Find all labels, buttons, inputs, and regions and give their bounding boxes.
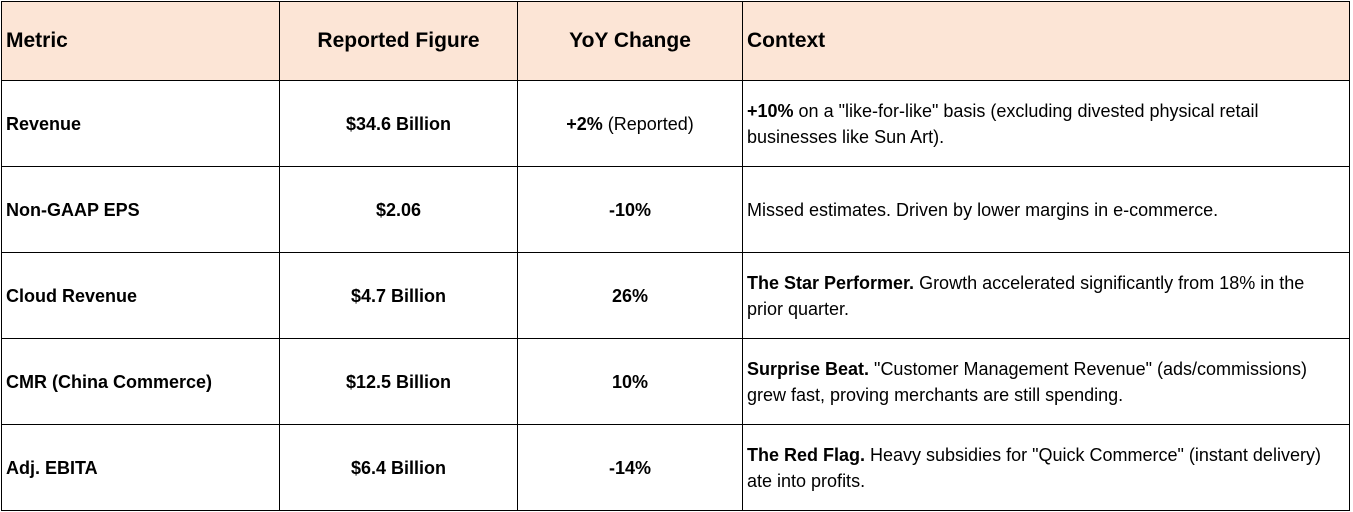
context-cell: Missed estimates. Driven by lower margin… — [742, 166, 1350, 253]
yoy-change-cell: +2% (Reported) — [517, 80, 743, 167]
yoy-change-cell: -14% — [517, 424, 743, 511]
context-highlight: +10% — [747, 100, 794, 121]
table-row: Adj. EBITA $6.4 Billion -14% The Red Fla… — [1, 424, 1350, 511]
metric-cell: CMR (China Commerce) — [1, 338, 280, 425]
table-row: Non-GAAP EPS $2.06 -10% Missed estimates… — [1, 166, 1350, 253]
context-text: on a "like-for-like" basis (excluding di… — [747, 100, 1259, 147]
header-metric: Metric — [1, 1, 280, 81]
context-highlight: Surprise Beat. — [747, 358, 870, 379]
yoy-change-cell: -10% — [517, 166, 743, 253]
header-yoy-change: YoY Change — [517, 1, 743, 81]
context-text: Heavy subsidies for "Quick Commerce" (in… — [747, 444, 1321, 491]
metric-cell: Cloud Revenue — [1, 252, 280, 339]
table-row: Cloud Revenue $4.7 Billion 26% The Star … — [1, 252, 1350, 339]
reported-figure-cell: $2.06 — [279, 166, 518, 253]
metric-cell: Revenue — [1, 80, 280, 167]
context-cell: The Star Performer. Growth accelerated s… — [742, 252, 1350, 339]
header-context: Context — [742, 1, 1350, 81]
yoy-change-cell: 10% — [517, 338, 743, 425]
context-text: Missed estimates. Driven by lower margin… — [747, 199, 1219, 220]
metric-cell: Adj. EBITA — [1, 424, 280, 511]
header-row: Metric Reported Figure YoY Change Contex… — [1, 1, 1350, 81]
context-text: "Customer Management Revenue" (ads/commi… — [747, 358, 1307, 405]
context-cell: +10% on a "like-for-like" basis (excludi… — [742, 80, 1350, 167]
context-text: Growth accelerated significantly from 18… — [747, 272, 1305, 319]
yoy-note: (Reported) — [602, 113, 694, 134]
reported-figure-cell: $12.5 Billion — [279, 338, 518, 425]
yoy-value: 10% — [611, 371, 649, 392]
yoy-change-cell: 26% — [517, 252, 743, 339]
reported-figure-cell: $4.7 Billion — [279, 252, 518, 339]
table-row: Revenue $34.6 Billion +2% (Reported) +10… — [1, 80, 1350, 167]
metric-cell: Non-GAAP EPS — [1, 166, 280, 253]
context-cell: The Red Flag. Heavy subsidies for "Quick… — [742, 424, 1350, 511]
yoy-value: -10% — [608, 199, 652, 220]
yoy-value: +2% — [566, 113, 603, 134]
reported-figure-cell: $6.4 Billion — [279, 424, 518, 511]
reported-figure-cell: $34.6 Billion — [279, 80, 518, 167]
header-reported-figure: Reported Figure — [279, 1, 518, 81]
context-cell: Surprise Beat. "Customer Management Reve… — [742, 338, 1350, 425]
table-header: Metric Reported Figure YoY Change Contex… — [1, 1, 1350, 81]
context-highlight: The Star Performer. — [747, 272, 915, 293]
table-body: Revenue $34.6 Billion +2% (Reported) +10… — [1, 80, 1350, 511]
table-row: CMR (China Commerce) $12.5 Billion 10% S… — [1, 338, 1350, 425]
context-highlight: The Red Flag. — [747, 444, 866, 465]
yoy-value: 26% — [611, 285, 649, 306]
yoy-value: -14% — [608, 457, 652, 478]
